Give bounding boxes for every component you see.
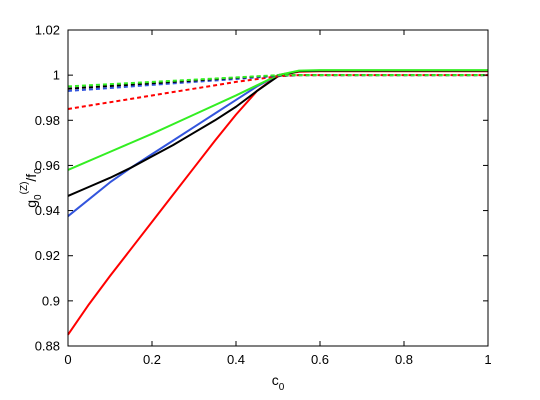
series-layer (67, 69, 488, 336)
y-tick-label: 0.92 (35, 248, 60, 263)
y-tick-label: 0.9 (42, 293, 60, 308)
x-axis-label: c0 (272, 372, 285, 393)
y-tick-label: 1.02 (35, 23, 60, 38)
plot-frame (67, 29, 489, 347)
series-line-8-dashed (67, 74, 488, 88)
x-axis-label-main: c (272, 372, 279, 388)
x-axis-label-sub: 0 (279, 382, 285, 393)
y-tick-label: 1 (53, 68, 60, 83)
y-tick-label: 0.96 (35, 158, 60, 173)
tick-layer: 0 0.2 0.4 0.6 0.8 1 0.88 0.9 0.92 0.94 0.96 0.98 1 1.… (35, 23, 492, 368)
y-tick-label: 0.88 (35, 339, 60, 354)
y-tick-label: 0.94 (35, 203, 60, 218)
y-axis-label-g: g (23, 200, 39, 208)
x-tick-label: 0.2 (143, 352, 161, 367)
x-tick-label: 0.4 (227, 352, 245, 367)
y-axis-label-slash: /f (23, 174, 39, 182)
y-axis-label-g-sup: (Z) (19, 182, 30, 195)
y-tick-label: 0.98 (35, 113, 60, 128)
y-axis-label-f-sub: 0 (33, 168, 44, 174)
y-axis-label: g0(Z)/f0 (19, 168, 44, 208)
x-tick-label: 0 (64, 352, 71, 367)
y-axis-label-g-sub: 0 (33, 194, 44, 200)
x-tick-label: 1 (484, 352, 491, 367)
x-tick-label: 0.6 (311, 352, 329, 367)
x-tick-label: 0.8 (395, 352, 413, 367)
